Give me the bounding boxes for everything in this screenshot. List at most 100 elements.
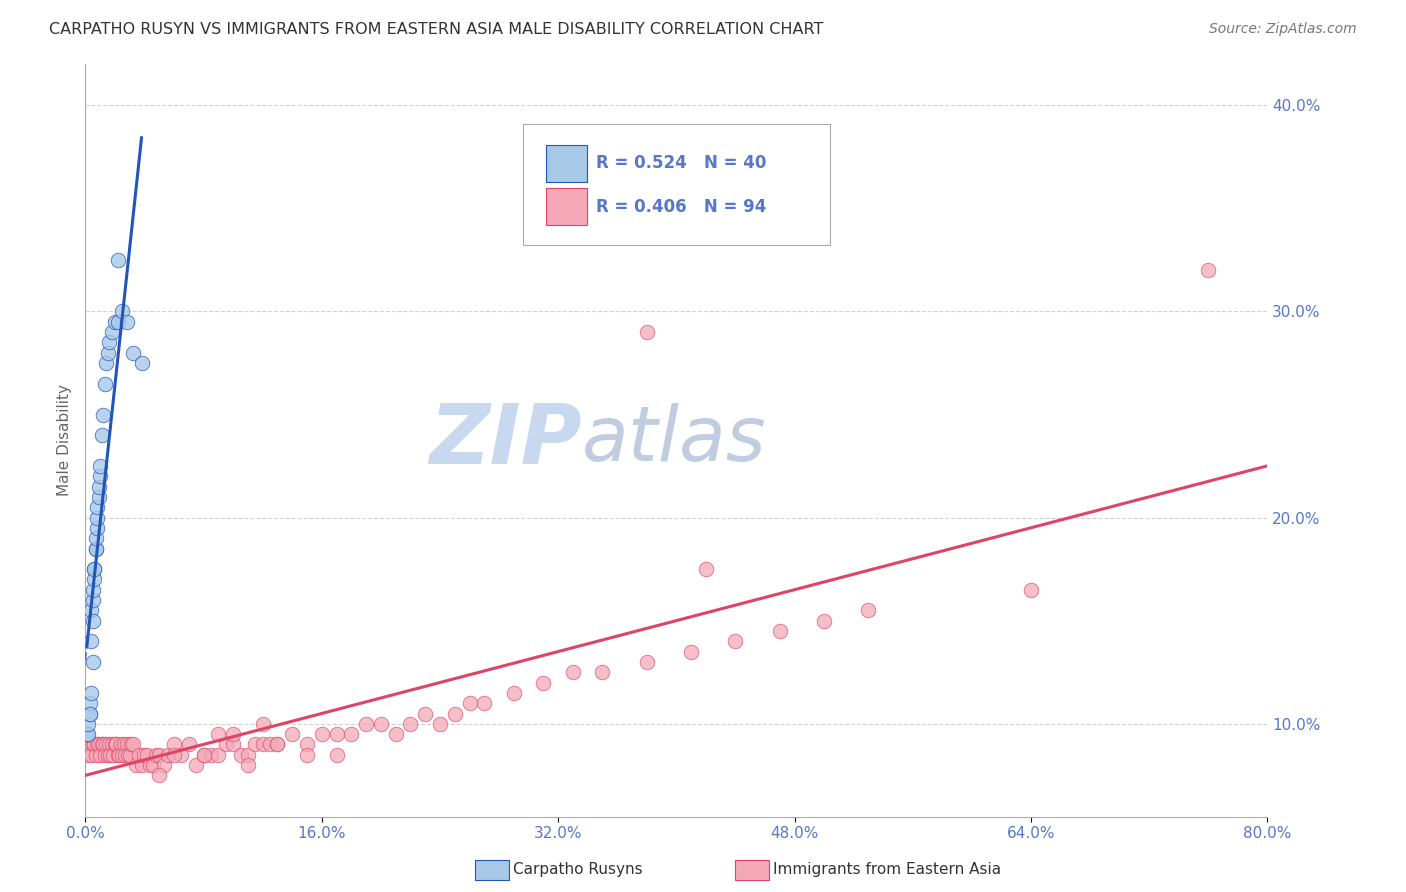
Point [207, 747, 229, 762]
Point [111, 304, 134, 318]
Point [215, 738, 238, 752]
Point [325, 727, 347, 741]
Point [120, 738, 142, 752]
Point [77, 747, 100, 762]
Point [163, 738, 186, 752]
Point [108, 747, 131, 762]
Point [259, 738, 281, 752]
Point [354, 716, 377, 731]
Point [134, 747, 156, 762]
Point [115, 738, 138, 752]
Point [87, 738, 110, 752]
Point [858, 603, 880, 617]
Point [82, 738, 104, 752]
Point [128, 747, 150, 762]
Point [86, 510, 108, 524]
Point [384, 727, 406, 741]
Point [93, 747, 115, 762]
Point [96, 345, 118, 359]
Point [107, 747, 129, 762]
Text: Carpatho Rusyns: Carpatho Rusyns [513, 863, 643, 877]
Point [89, 459, 111, 474]
Point [101, 738, 124, 752]
Point [83, 562, 105, 576]
Point [84, 747, 107, 762]
Point [592, 665, 614, 680]
Point [93, 376, 115, 391]
Point [636, 655, 658, 669]
Point [131, 356, 153, 370]
Point [80, 603, 103, 617]
Point [87, 480, 110, 494]
Text: R = 0.406   N = 94: R = 0.406 N = 94 [596, 198, 766, 216]
Point [76, 727, 98, 741]
Point [724, 634, 747, 648]
Point [266, 738, 288, 752]
Point [145, 747, 167, 762]
Point [84, 531, 107, 545]
Point [80, 634, 103, 648]
FancyBboxPatch shape [547, 145, 586, 182]
Text: atlas: atlas [582, 403, 766, 477]
Point [98, 335, 121, 350]
Point [295, 738, 318, 752]
Point [89, 747, 111, 762]
Point [110, 738, 132, 752]
Point [207, 727, 229, 741]
Text: CARPATHO RUSYN VS IMMIGRANTS FROM EASTERN ASIA MALE DISABILITY CORRELATION CHART: CARPATHO RUSYN VS IMMIGRANTS FROM EASTER… [49, 22, 824, 37]
Point [94, 738, 117, 752]
Point [531, 675, 554, 690]
Text: Immigrants from Eastern Asia: Immigrants from Eastern Asia [773, 863, 1001, 877]
Point [124, 758, 146, 772]
Point [281, 727, 304, 741]
Point [79, 706, 101, 721]
Y-axis label: Male Disability: Male Disability [58, 384, 72, 496]
Point [222, 738, 245, 752]
Point [84, 541, 107, 556]
Point [311, 727, 333, 741]
Point [472, 696, 495, 710]
Point [114, 747, 136, 762]
Point [443, 706, 465, 721]
Point [458, 696, 481, 710]
Point [117, 747, 139, 762]
Text: Source: ZipAtlas.com: Source: ZipAtlas.com [1209, 22, 1357, 37]
Point [295, 747, 318, 762]
Point [148, 747, 170, 762]
Point [101, 325, 124, 339]
Text: R = 0.524   N = 40: R = 0.524 N = 40 [596, 154, 766, 172]
Point [104, 315, 127, 329]
Point [80, 686, 103, 700]
Point [325, 747, 347, 762]
Point [266, 738, 288, 752]
Point [429, 716, 451, 731]
Point [80, 747, 103, 762]
Point [82, 582, 104, 597]
Point [79, 706, 101, 721]
Point [1019, 582, 1042, 597]
Point [193, 747, 215, 762]
Point [107, 315, 129, 329]
Point [252, 738, 274, 752]
Point [813, 614, 835, 628]
Point [200, 747, 222, 762]
Point [236, 758, 259, 772]
Point [86, 521, 108, 535]
Point [82, 593, 104, 607]
Point [142, 758, 165, 772]
Point [370, 716, 392, 731]
Point [177, 738, 200, 752]
Point [86, 500, 108, 515]
Point [236, 747, 259, 762]
Point [91, 408, 114, 422]
Point [79, 696, 101, 710]
Point [1197, 263, 1219, 277]
Point [340, 727, 363, 741]
Point [118, 747, 141, 762]
Point [98, 738, 121, 752]
Point [111, 747, 134, 762]
Point [136, 747, 159, 762]
Point [89, 469, 111, 483]
FancyBboxPatch shape [547, 188, 586, 225]
Point [115, 315, 138, 329]
